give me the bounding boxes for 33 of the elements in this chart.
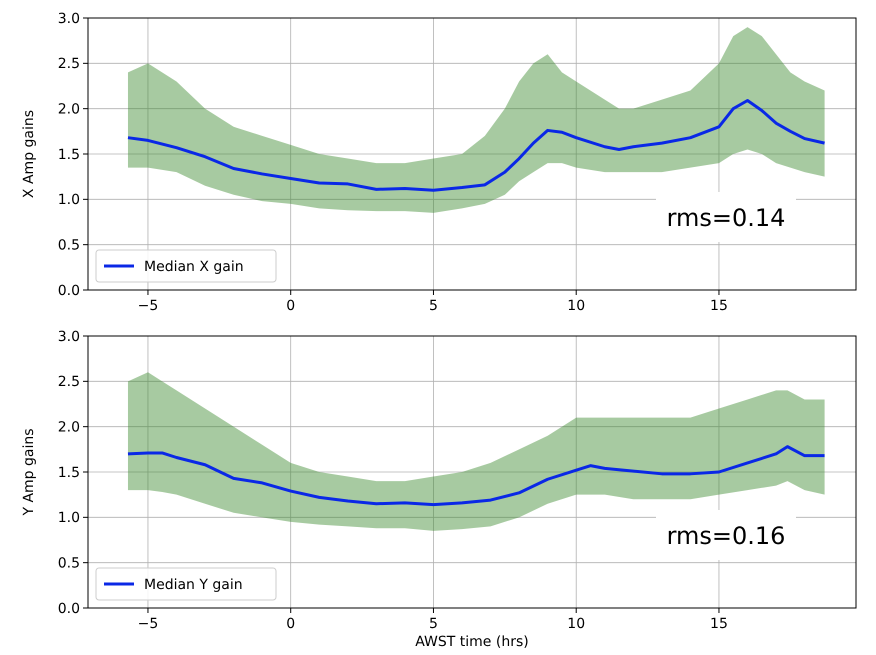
legend-label: Median X gain [144,258,244,275]
y-tick-label: 0.0 [58,282,80,299]
line-series [126,99,826,192]
annotation: rms=0.14 [666,204,786,232]
x-tick-label: 15 [710,616,728,632]
annotation: rms=0.16 [666,522,786,550]
y-tick-label: 1.5 [58,464,80,481]
y-tick-label: 0.5 [58,238,80,254]
y-tick-label: 0.5 [58,556,80,572]
x-tick-label: 0 [286,298,296,314]
x-tick-label: −5 [138,616,158,632]
legend-label: Median Y gain [144,576,243,593]
y-tick-label: 1.0 [58,192,80,208]
x-tick-label: 5 [428,616,438,632]
y-tick-label: 0.0 [58,600,80,617]
x-tick-label: −5 [138,298,158,314]
x-tick-label: 15 [710,298,728,314]
y-tick-label: 2.0 [58,420,80,436]
y-tick-label: 1.0 [58,510,80,526]
x-tick-label: 10 [567,298,586,314]
x-axis-title: AWST time (hrs) [415,634,529,650]
y-tick-label: 2.5 [58,56,80,72]
x-tick-label: 5 [428,298,438,314]
y-tick-label: 1.5 [58,146,80,163]
y-tick-label: 2.0 [58,102,80,118]
y-tick-label: 2.5 [58,374,80,390]
line-series [126,445,826,506]
x-tick-label: 0 [286,616,296,632]
y-axis-title: Y Amp gains [21,428,37,517]
y-axis-title: X Amp gains [21,110,37,198]
x-tick-label: 10 [567,616,586,632]
y-tick-label: 3.0 [58,328,80,345]
y-tick-label: 3.0 [58,10,80,27]
